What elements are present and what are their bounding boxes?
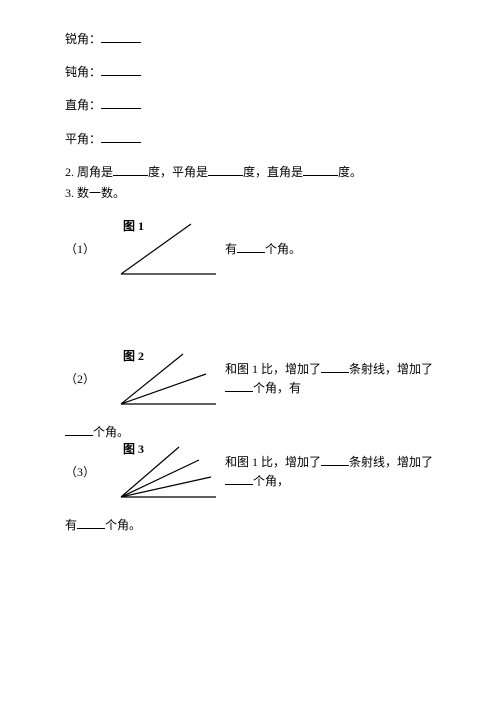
line-acute: 锐角： xyxy=(65,30,435,49)
p2-trail: 个角。 xyxy=(93,425,129,439)
figure-3-label: 图 3 xyxy=(123,440,144,459)
problem-2: （2） 图 2 和图 1 比，增加了 条射线，增加了个角，有 xyxy=(65,349,435,409)
figure-3-wrap: 图 3 xyxy=(101,442,221,502)
figure-1-svg xyxy=(101,219,221,279)
p3-trail-b: 个角。 xyxy=(105,518,141,532)
figure-2-svg xyxy=(101,349,221,409)
blank-p1[interactable] xyxy=(237,241,265,253)
p2a: 和图 1 比，增加了 xyxy=(225,362,321,376)
problem-2-trail: 个角。 xyxy=(65,423,435,442)
num-3: （3） xyxy=(65,463,95,482)
blank-p3-2[interactable] xyxy=(225,473,253,485)
q2b: 度，平角是 xyxy=(148,165,208,179)
q2c: 度，直角是 xyxy=(243,165,303,179)
q2a: 2. 周角是 xyxy=(65,165,113,179)
num-2: （2） xyxy=(65,370,95,389)
line-obtuse: 钝角： xyxy=(65,63,435,82)
label-obtuse: 钝角： xyxy=(65,65,101,79)
blank-p2-3[interactable] xyxy=(65,424,93,436)
q3: 3. 数一数。 xyxy=(65,186,125,200)
label-right: 直角： xyxy=(65,98,101,112)
question-2: 2. 周角是 度，平角是 度，直角是 度。 xyxy=(65,163,435,182)
blank-acute[interactable] xyxy=(101,31,141,43)
line-straight: 平角： xyxy=(65,130,435,149)
p2c: 个角，有 xyxy=(253,381,301,395)
line-right: 直角： xyxy=(65,96,435,115)
figure-2-label: 图 2 xyxy=(123,347,144,366)
q2d: 度。 xyxy=(338,165,362,179)
p1a: 有 xyxy=(225,242,237,256)
label-acute: 锐角： xyxy=(65,32,101,46)
blank-p3-1[interactable] xyxy=(321,454,349,466)
blank-q2-3[interactable] xyxy=(303,164,338,176)
blank-p3-3[interactable] xyxy=(77,517,105,529)
blank-straight[interactable] xyxy=(101,131,141,143)
blank-obtuse[interactable] xyxy=(101,64,141,76)
problem-1: （1） 图 1 有 个角。 xyxy=(65,219,435,279)
p2b: 条射线，增加了 xyxy=(349,362,433,376)
p1b: 个角。 xyxy=(265,242,301,256)
figure-2-wrap: 图 2 xyxy=(101,349,221,409)
blank-p2-1[interactable] xyxy=(321,361,349,373)
p3c: 个角， xyxy=(253,474,289,488)
blank-q2-2[interactable] xyxy=(208,164,243,176)
num-1: （1） xyxy=(65,240,95,259)
p3a: 和图 1 比，增加了 xyxy=(225,455,321,469)
p1-text: 有 个角。 xyxy=(225,240,301,259)
figure-1-wrap: 图 1 xyxy=(101,219,221,279)
problem-3: （3） 图 3 和图 1 比，增加了 条射线，增加了个角， xyxy=(65,442,435,502)
figure-1-label: 图 1 xyxy=(123,217,144,236)
p2-text: 和图 1 比，增加了 条射线，增加了个角，有 xyxy=(225,360,435,398)
blank-right[interactable] xyxy=(101,97,141,109)
blank-q2-1[interactable] xyxy=(113,164,148,176)
p3-text: 和图 1 比，增加了 条射线，增加了个角， xyxy=(225,453,435,491)
p3b: 条射线，增加了 xyxy=(349,455,433,469)
question-3-header: 3. 数一数。 xyxy=(65,184,435,203)
problem-3-trail: 有 个角。 xyxy=(65,516,435,535)
blank-p2-2[interactable] xyxy=(225,380,253,392)
label-straight: 平角： xyxy=(65,132,101,146)
figure-3-svg xyxy=(101,442,221,502)
p3-trail-a: 有 xyxy=(65,518,77,532)
